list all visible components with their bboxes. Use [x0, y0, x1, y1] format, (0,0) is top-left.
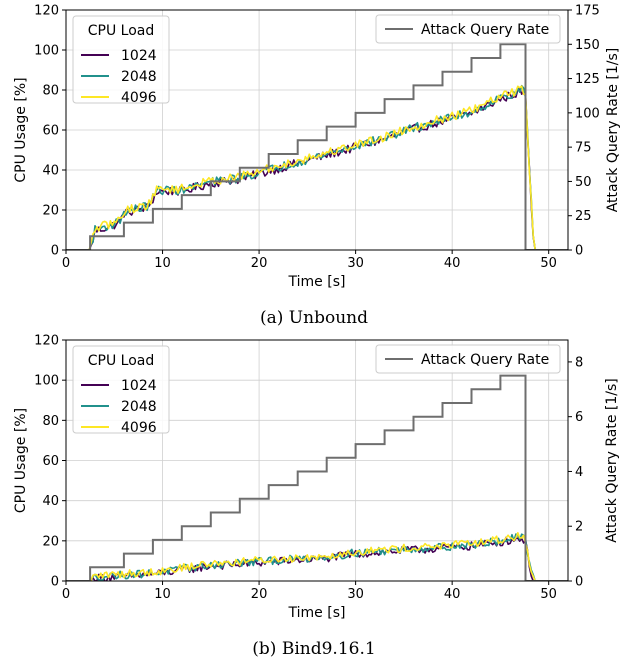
legend-box [375, 14, 561, 44]
y2-axis-label: Attack Query Rate [1/s] [604, 378, 620, 543]
cpu-series-1024 [66, 87, 568, 250]
x-tick-label: 30 [347, 587, 364, 602]
y-tick-label: 80 [42, 84, 59, 99]
y-tick-label: 40 [42, 164, 59, 179]
chart-panel-b: 0 10 20 30 40 50 0 20 40 60 80 100 120 0 2 4 6 8 Time [s] C… [13, 334, 620, 660]
legend-label-4096: 4096 [121, 420, 157, 436]
y2-tick-label: 100 [575, 106, 600, 121]
x-tick-label: 0 [62, 587, 70, 602]
attack-query-rate-line [66, 374, 568, 581]
y-tick-label: 120 [34, 4, 59, 19]
y-axis-label: CPU Usage [%] [13, 77, 29, 182]
legend-box [72, 345, 170, 434]
y2-tick-label: 6 [575, 410, 583, 425]
y2-tick-label: 125 [575, 72, 600, 87]
plot-area [66, 374, 568, 581]
x-tick-label: 30 [347, 256, 364, 271]
legend-label-2048: 2048 [121, 69, 157, 85]
cpu-series-4096 [66, 531, 568, 581]
attack-query-rate-line [66, 43, 568, 250]
legend-title: CPU Load [88, 23, 155, 39]
x-tick-label: 50 [540, 587, 557, 602]
x-axis-label: Time [s] [288, 605, 346, 621]
y2-tick-label: 75 [575, 141, 592, 156]
x-tick-label: 10 [154, 587, 171, 602]
y-tick-label: 60 [42, 124, 59, 139]
x-tick-label: 40 [444, 256, 461, 271]
legend-cpu-load: CPU Load 1024 2048 4096 [72, 345, 170, 436]
x-tick-label: 20 [251, 256, 268, 271]
y-tick-label: 20 [42, 534, 59, 549]
y-tick-label: 40 [42, 494, 59, 509]
y2-tick-label: 4 [575, 465, 583, 480]
y2-tick-label: 0 [575, 575, 583, 590]
y2-tick-label: 25 [575, 209, 592, 224]
legend-attack-query-rate: Attack Query Rate [375, 14, 561, 44]
y2-tick-label: 2 [575, 520, 583, 535]
y2-axis-label: Attack Query Rate [1/s] [605, 48, 621, 213]
x-axis-label: Time [s] [288, 274, 346, 290]
x-tick-label: 0 [62, 256, 70, 271]
x-tick-label: 50 [540, 256, 557, 271]
legend-label-2048: 2048 [121, 399, 157, 415]
legend-label-4096: 4096 [121, 90, 157, 106]
y-tick-label: 120 [34, 334, 59, 349]
legend-cpu-load: CPU Load 1024 2048 4096 [72, 15, 170, 106]
legend-box [375, 344, 561, 374]
legend-box [72, 15, 170, 104]
legend-attack-query-rate: Attack Query Rate [375, 344, 561, 374]
cpu-series-4096 [66, 85, 568, 250]
cpu-series-2048 [66, 84, 568, 250]
y-axis-label: CPU Usage [%] [13, 408, 29, 513]
y2-tick-label: 50 [575, 175, 592, 190]
y2-tick-label: 0 [575, 244, 583, 259]
legend-label-1024: 1024 [121, 48, 157, 64]
chart-panel-a: 0 10 20 30 40 50 0 20 40 60 80 100 120 0 25 50 75 100 125 1… [13, 4, 621, 329]
y-tick-label: 100 [34, 374, 59, 389]
figure-caption: (b) Bind9.16.1 [252, 639, 375, 659]
plot-area [66, 43, 568, 250]
y-tick-label: 0 [51, 244, 59, 259]
y2-tick-label: 150 [575, 38, 600, 53]
y-tick-label: 80 [42, 414, 59, 429]
legend-label-attack: Attack Query Rate [421, 352, 549, 368]
figure-caption: (a) Unbound [260, 308, 368, 328]
legend-label-attack: Attack Query Rate [421, 22, 549, 38]
y-tick-label: 20 [42, 204, 59, 219]
y-tick-label: 0 [51, 575, 59, 590]
legend-label-1024: 1024 [121, 378, 157, 394]
y-tick-label: 60 [42, 454, 59, 469]
y2-tick-label: 8 [575, 355, 583, 370]
x-tick-label: 40 [444, 587, 461, 602]
y-tick-label: 100 [34, 44, 59, 59]
legend-title: CPU Load [88, 353, 155, 369]
x-tick-label: 10 [154, 256, 171, 271]
x-tick-label: 20 [251, 587, 268, 602]
y2-tick-label: 175 [575, 4, 600, 19]
